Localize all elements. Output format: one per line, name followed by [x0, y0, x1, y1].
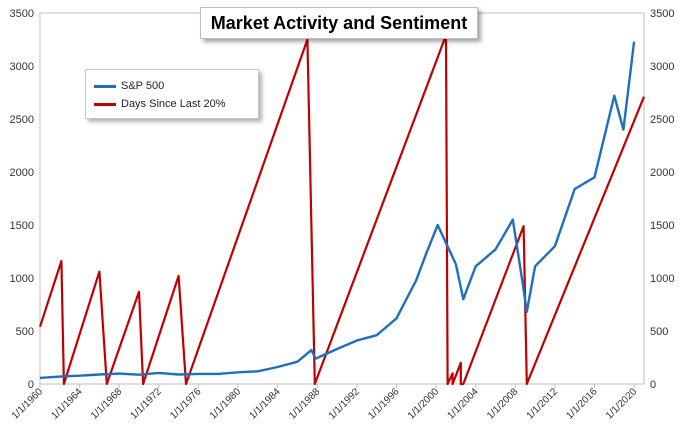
x-tick-label: 1/1/1976	[168, 386, 204, 422]
y-tick-label: 2000	[10, 167, 34, 179]
series-sp500-line	[39, 41, 636, 380]
y-tick-label: 2500	[10, 114, 34, 126]
x-tick-label: 1/1/1996	[366, 386, 402, 422]
y2-tick-label: 1500	[650, 220, 674, 232]
y-tick-label: 500	[16, 326, 34, 338]
y-tick-label: 3000	[10, 61, 34, 73]
legend: S&P 500 Days Since Last 20%	[85, 69, 259, 119]
y-tick-label: 0	[28, 379, 34, 391]
y2-tick-label: 2000	[650, 167, 674, 179]
y2-tick-label: 500	[650, 326, 668, 338]
y-tick-label: 1500	[10, 220, 34, 232]
legend-label-days-since: Days Since Last 20%	[121, 98, 226, 110]
y2-tick-label: 3500	[650, 8, 674, 20]
y2-tick-label: 0	[650, 379, 656, 391]
x-tick-label: 1/1/1972	[129, 386, 165, 422]
x-tick-label: 1/1/2016	[564, 386, 600, 422]
x-tick-label: 1/1/2020	[604, 386, 640, 422]
x-tick-label: 1/1/1964	[49, 386, 85, 422]
x-tick-label: 1/1/2012	[525, 386, 561, 422]
legend-label-sp500: S&P 500	[121, 80, 165, 92]
legend-swatch-sp500	[94, 84, 116, 88]
chart-title: Market Activity and Sentiment	[200, 7, 478, 39]
y-tick-label: 3500	[10, 8, 34, 20]
x-tick-label: 1/1/2008	[485, 386, 521, 422]
legend-swatch-days-since	[94, 102, 116, 106]
x-tick-label: 1/1/1988	[287, 386, 323, 422]
y2-tick-label: 3000	[650, 61, 674, 73]
x-tick-label: 1/1/2000	[406, 386, 442, 422]
y-tick-label: 1000	[10, 273, 34, 285]
x-tick-label: 1/1/1992	[327, 386, 363, 422]
x-tick-label: 1/1/1968	[89, 386, 125, 422]
y2-tick-label: 1000	[650, 273, 674, 285]
x-tick-label: 1/1/1980	[208, 386, 244, 422]
x-tick-label: 1/1/2004	[445, 386, 481, 422]
y2-tick-label: 2500	[650, 114, 674, 126]
x-tick-label: 1/1/1984	[247, 386, 283, 422]
x-tick-label: 1/1/1960	[10, 386, 46, 422]
legend-entry-sp500: S&P 500	[94, 79, 164, 93]
legend-entry-days-since: Days Since Last 20%	[94, 97, 226, 111]
series-days-since-line	[38, 34, 646, 386]
